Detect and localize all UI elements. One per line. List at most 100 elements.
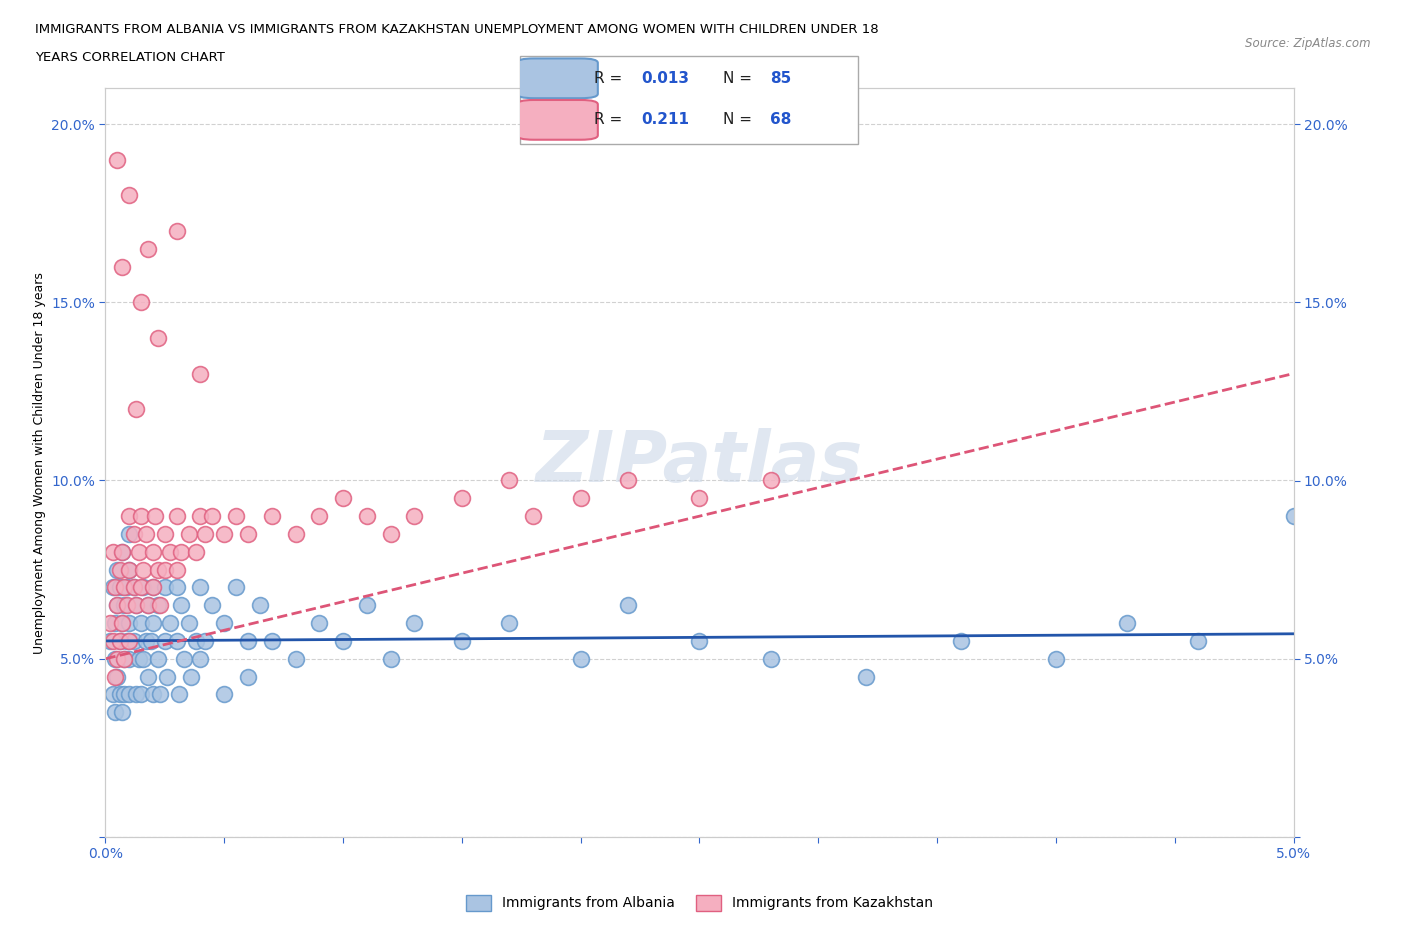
Point — [98, 633, 121, 648]
Point — [404, 509, 426, 524]
Point — [136, 598, 159, 613]
Legend: Immigrants from Albania, Immigrants from Kazakhstan: Immigrants from Albania, Immigrants from… — [460, 889, 939, 916]
Text: IMMIGRANTS FROM ALBANIA VS IMMIGRANTS FROM KAZAKHSTAN UNEMPLOYMENT AMONG WOMEN W: IMMIGRANTS FROM ALBANIA VS IMMIGRANTS FR… — [35, 23, 879, 36]
Text: YEARS CORRELATION CHART: YEARS CORRELATION CHART — [35, 51, 225, 64]
Point — [194, 633, 217, 648]
Point — [146, 651, 169, 666]
Point — [143, 509, 166, 524]
Point — [450, 491, 472, 506]
Point — [166, 509, 188, 524]
Point — [118, 616, 141, 631]
Point — [108, 687, 131, 702]
Point — [260, 509, 283, 524]
Point — [190, 366, 212, 381]
Point — [132, 651, 155, 666]
Point — [118, 687, 141, 702]
Point — [180, 670, 202, 684]
Point — [617, 473, 640, 488]
Point — [98, 616, 121, 631]
Point — [142, 544, 165, 559]
Point — [332, 491, 354, 506]
Point — [184, 544, 207, 559]
Text: N =: N = — [723, 112, 756, 126]
Point — [104, 705, 127, 720]
Point — [404, 616, 426, 631]
Point — [159, 616, 181, 631]
Point — [356, 598, 378, 613]
Point — [115, 633, 138, 648]
Point — [111, 259, 134, 274]
Point — [111, 705, 134, 720]
Point — [104, 580, 127, 595]
Point — [108, 580, 131, 595]
Point — [125, 598, 148, 613]
Point — [201, 598, 224, 613]
Point — [356, 509, 378, 524]
Point — [1045, 651, 1067, 666]
Point — [118, 562, 141, 577]
Point — [136, 242, 159, 257]
Point — [142, 580, 165, 595]
Point — [450, 633, 472, 648]
Point — [153, 633, 176, 648]
Text: ZIPatlas: ZIPatlas — [536, 428, 863, 498]
Point — [118, 526, 141, 541]
Point — [125, 402, 148, 417]
Point — [332, 633, 354, 648]
Point — [114, 598, 136, 613]
Point — [118, 651, 141, 666]
Point — [236, 670, 259, 684]
Point — [105, 153, 128, 167]
Point — [122, 633, 145, 648]
Point — [132, 562, 155, 577]
Point — [101, 544, 124, 559]
Point — [617, 598, 640, 613]
Point — [118, 509, 141, 524]
Point — [128, 651, 150, 666]
Point — [101, 687, 124, 702]
Point — [236, 633, 259, 648]
Point — [190, 580, 212, 595]
Point — [380, 651, 402, 666]
Point — [104, 616, 127, 631]
Point — [105, 562, 128, 577]
Point — [146, 330, 169, 345]
Point — [115, 580, 138, 595]
Point — [111, 616, 134, 631]
FancyBboxPatch shape — [517, 100, 598, 140]
Point — [104, 651, 127, 666]
Point — [153, 526, 176, 541]
Point — [129, 687, 152, 702]
Point — [118, 188, 141, 203]
Point — [173, 651, 195, 666]
Point — [166, 580, 188, 595]
Text: 0.211: 0.211 — [641, 112, 690, 126]
Point — [142, 687, 165, 702]
Point — [105, 598, 128, 613]
Point — [118, 633, 141, 648]
Point — [170, 598, 193, 613]
Y-axis label: Unemployment Among Women with Children Under 18 years: Unemployment Among Women with Children U… — [32, 272, 45, 654]
Point — [129, 295, 152, 310]
Point — [308, 509, 330, 524]
Point — [380, 526, 402, 541]
Point — [101, 580, 124, 595]
Point — [108, 633, 131, 648]
Point — [1116, 616, 1139, 631]
Point — [111, 544, 134, 559]
Text: N =: N = — [723, 71, 756, 86]
Point — [118, 562, 141, 577]
Point — [522, 509, 544, 524]
Text: 85: 85 — [770, 71, 792, 86]
Point — [129, 509, 152, 524]
Point — [136, 598, 159, 613]
Point — [114, 580, 136, 595]
Text: 68: 68 — [770, 112, 792, 126]
Point — [689, 633, 711, 648]
Point — [101, 633, 124, 648]
FancyBboxPatch shape — [517, 59, 598, 99]
Point — [284, 651, 307, 666]
Point — [190, 651, 212, 666]
Point — [149, 598, 172, 613]
Text: R =: R = — [595, 71, 627, 86]
